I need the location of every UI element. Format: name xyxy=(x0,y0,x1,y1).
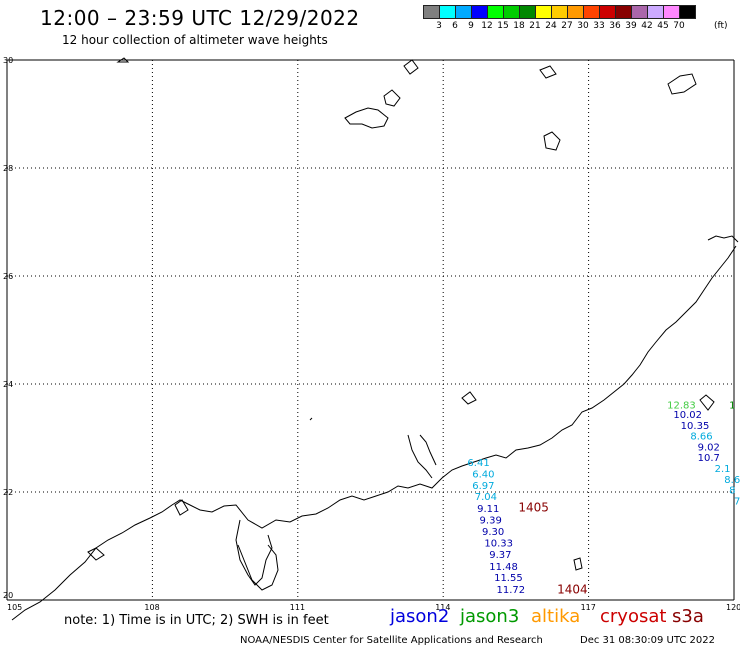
wave-height-value: 6.97 xyxy=(472,481,494,492)
coastline xyxy=(11,57,739,621)
wave-height-value: 7.04 xyxy=(475,492,497,503)
longitude-tick-label: 105 xyxy=(7,603,22,612)
wave-height-value: 11.72 xyxy=(497,585,526,596)
longitude-tick-label: 114 xyxy=(435,603,450,612)
wave-height-observations: 6.416.406.977.049.119.399.3010.339.3711.… xyxy=(467,400,740,596)
color-swatch-16 xyxy=(679,5,696,19)
wave-height-value: 10.35 xyxy=(681,421,710,432)
wave-height-value: 11.55 xyxy=(494,573,523,584)
satellite-s3a: s3a xyxy=(672,606,704,627)
wave-height-value: 7 xyxy=(734,496,740,507)
longitude-tick-label: 111 xyxy=(290,603,305,612)
wave-height-value: 6.40 xyxy=(472,469,494,480)
wave-height-value: 9.37 xyxy=(489,550,511,561)
color-legend-label: 33 xyxy=(593,21,605,31)
longitude-tick-label: 120 xyxy=(726,603,740,612)
latitude-tick-label: 22 xyxy=(3,488,13,497)
color-legend-label: 27 xyxy=(561,21,573,31)
satellite-altika: altika xyxy=(531,606,581,627)
satellite-jason2: jason2 xyxy=(390,606,450,627)
latitude-tick-label: 24 xyxy=(3,380,13,389)
wave-height-value: 9.39 xyxy=(480,515,502,526)
wave-height-value: 1404 xyxy=(557,583,588,597)
wave-height-value: 10.33 xyxy=(484,539,513,550)
color-legend-label: 45 xyxy=(657,21,669,31)
color-legend-label: 3 xyxy=(436,21,442,31)
wave-height-value: 8.66 xyxy=(690,432,712,443)
wave-height-value: 6.41 xyxy=(467,458,489,469)
color-legend-label: 15 xyxy=(497,21,509,31)
latitude-tick-label: 20 xyxy=(3,591,13,600)
axis-tick-labels: 105 108 111 114 117 120 30 28 26 24 22 20 xyxy=(3,56,740,612)
color-legend-label: 36 xyxy=(609,21,621,31)
footnote: note: 1) Time is in UTC; 2) SWH is in fe… xyxy=(64,613,329,628)
wave-height-value: 8 xyxy=(729,486,735,497)
latitude-tick-label: 28 xyxy=(3,164,13,173)
latitude-tick-label: 30 xyxy=(3,56,13,65)
map-title: 12:00 – 23:59 UTC 12/29/2022 xyxy=(40,6,360,30)
color-legend-label: 6 xyxy=(452,21,458,31)
color-legend-label: 70 xyxy=(673,21,685,31)
longitude-tick-label: 108 xyxy=(144,603,159,612)
wave-height-value: 8.6 xyxy=(724,475,740,486)
wave-height-value: 1405 xyxy=(518,500,549,514)
satellite-jason3: jason3 xyxy=(460,606,520,627)
color-legend-label: 12 xyxy=(481,21,493,31)
wave-height-value: 9.11 xyxy=(477,504,499,515)
color-legend-label: 21 xyxy=(529,21,541,31)
wave-height-value: 12.83 xyxy=(667,400,696,411)
color-legend-label: 9 xyxy=(468,21,474,31)
credit-line: NOAA/NESDIS Center for Satellite Applica… xyxy=(240,635,543,646)
wave-height-value: 1 xyxy=(729,400,735,411)
color-legend-label: 39 xyxy=(625,21,637,31)
color-legend-unit: (ft) xyxy=(714,21,728,31)
wave-height-value: 10.7 xyxy=(698,453,720,464)
wave-height-value: 9.02 xyxy=(698,442,720,453)
generated-timestamp: Dec 31 08:30:09 UTC 2022 xyxy=(580,635,715,646)
color-legend-label: 24 xyxy=(545,21,557,31)
satellite-cryosat: cryosat xyxy=(600,606,667,627)
longitude-tick-label: 117 xyxy=(581,603,596,612)
color-legend-label: 30 xyxy=(577,21,589,31)
map-subtitle: 12 hour collection of altimeter wave hei… xyxy=(62,33,328,47)
color-legend-label: 18 xyxy=(513,21,525,31)
wave-height-value: 2.1 xyxy=(715,464,731,475)
color-legend xyxy=(423,5,696,19)
wave-height-value: 11.48 xyxy=(489,562,518,573)
latitude-tick-label: 26 xyxy=(3,272,13,281)
wave-height-value: 9.30 xyxy=(482,527,504,538)
color-legend-label: 42 xyxy=(641,21,653,31)
wave-height-value: 10.02 xyxy=(673,410,702,421)
graticule xyxy=(6,59,735,601)
color-legend-labels: 3 6 9 12 15 18 21 24 27 30 33 36 39 42 45 70 xyxy=(423,21,740,33)
